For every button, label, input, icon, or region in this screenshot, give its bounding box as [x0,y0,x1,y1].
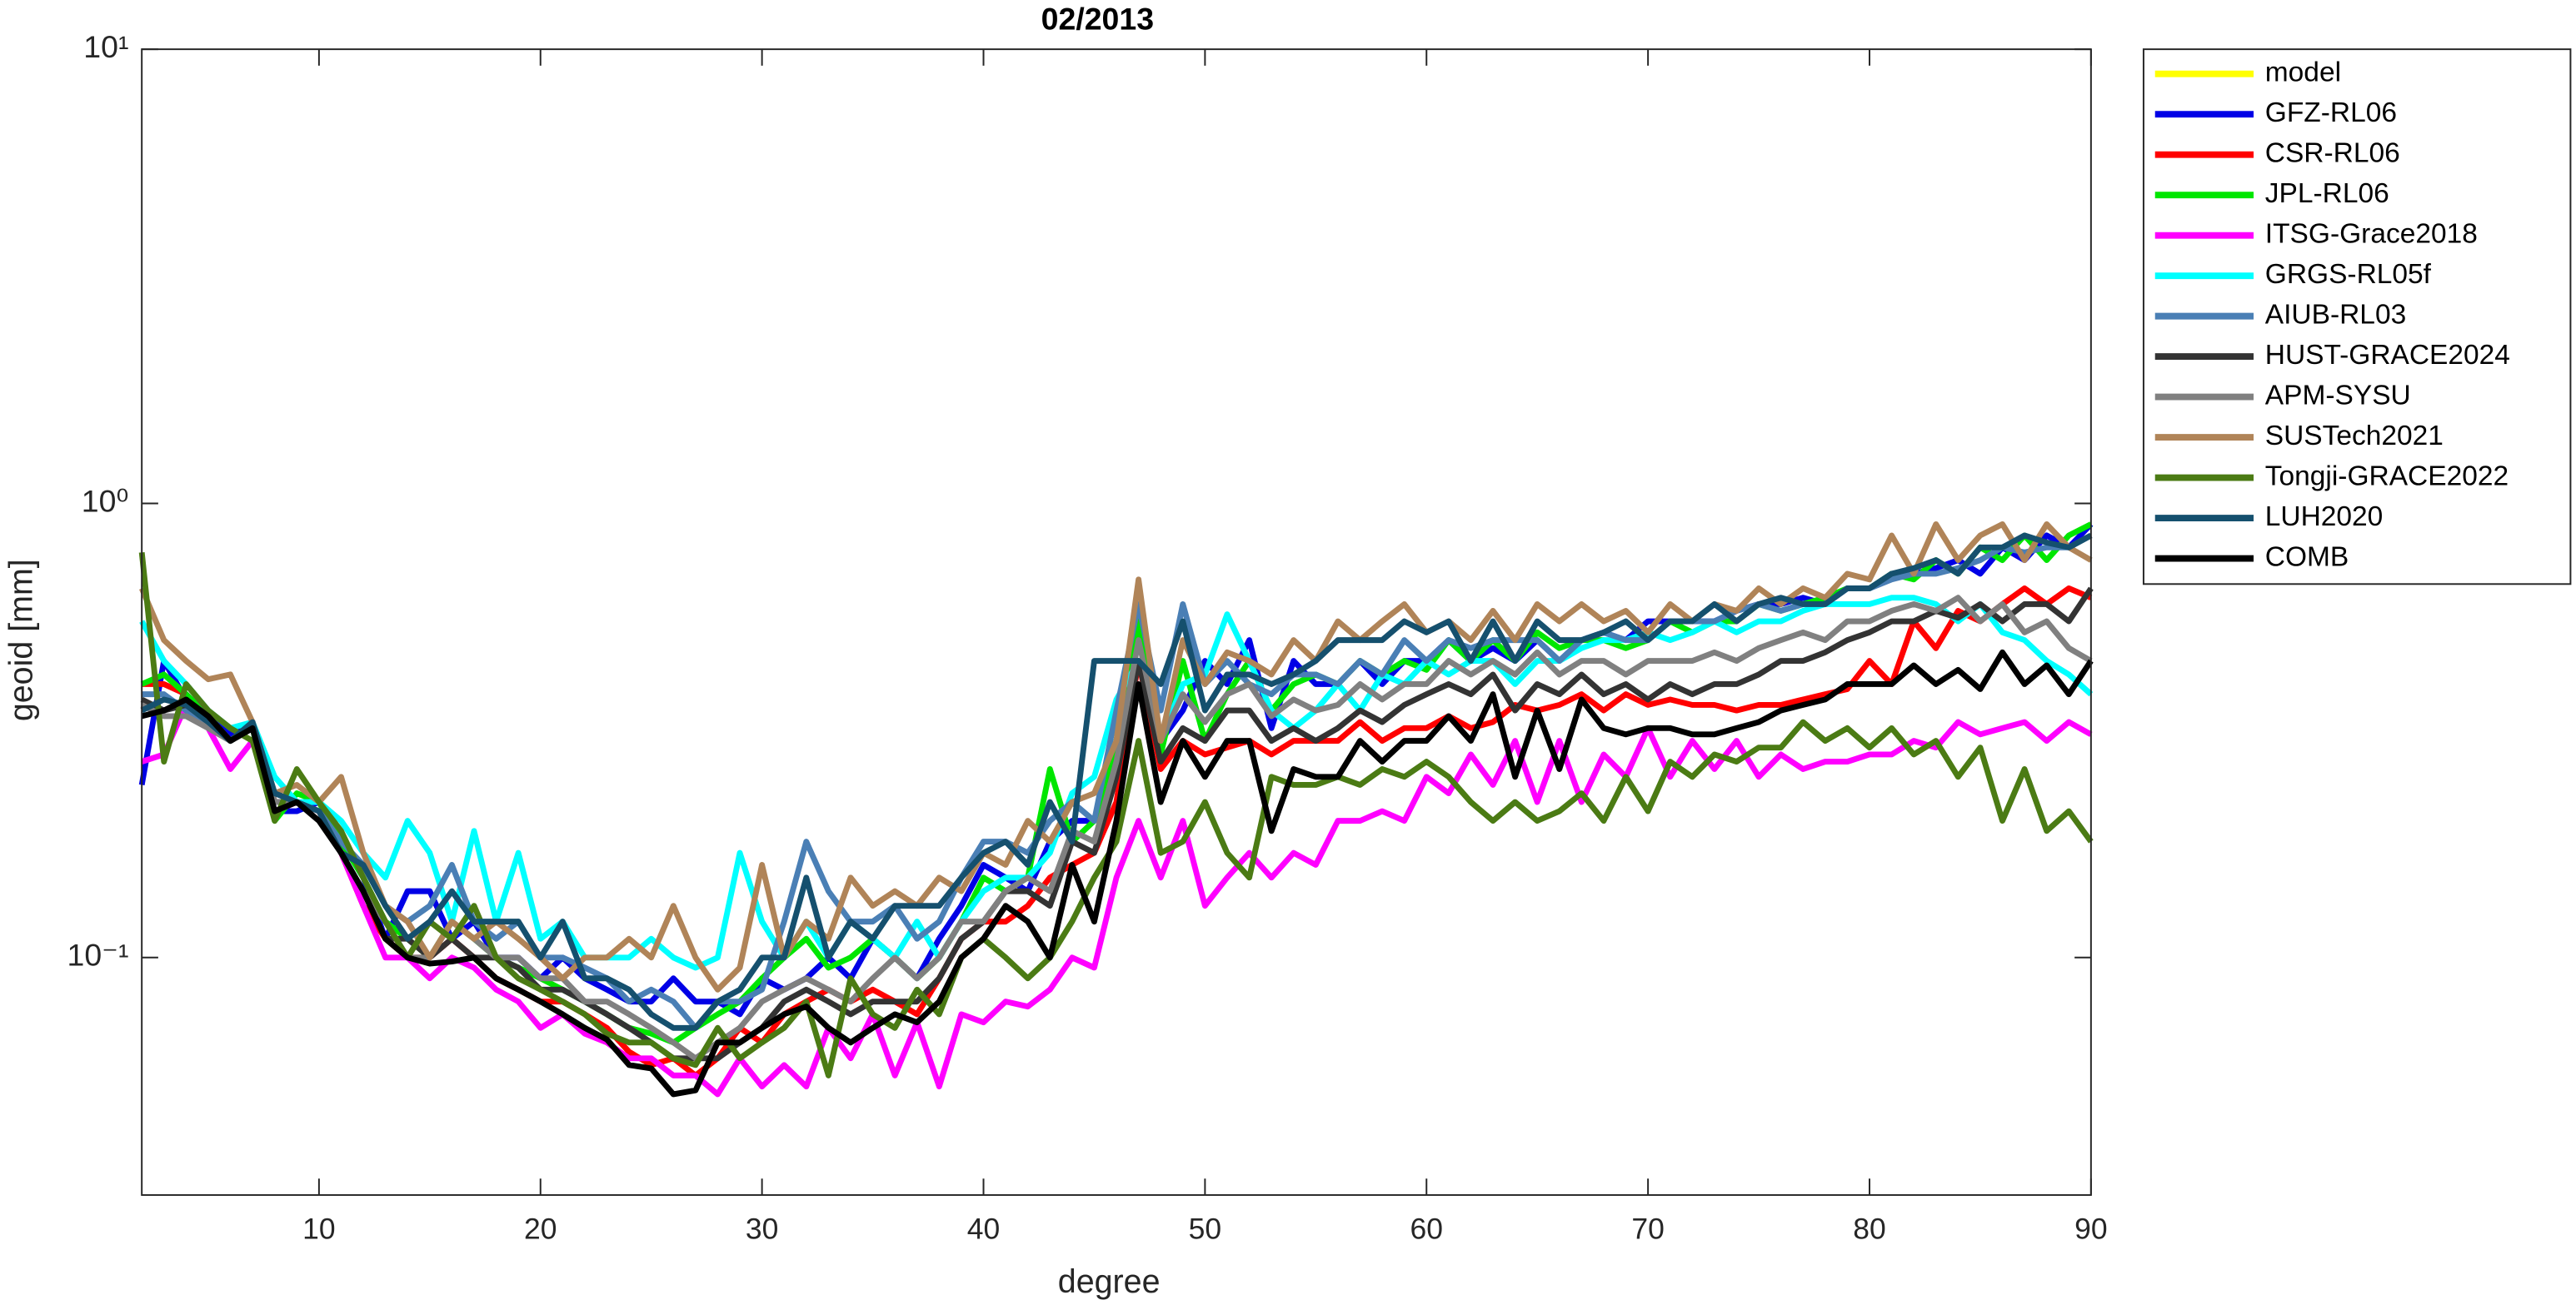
y-tick-label: 10⁻¹ [67,938,129,973]
legend-label: GFZ-RL06 [2265,97,2397,128]
x-tick-label: 20 [524,1213,557,1246]
x-tick-label: 60 [1410,1213,1443,1246]
y-tick-label: 10⁰ [82,483,129,518]
x-tick-label: 90 [2074,1213,2107,1246]
x-tick-label: 10 [302,1213,335,1246]
legend-label: AIUB-RL03 [2265,299,2406,330]
legend-label: SUSTech2021 [2265,421,2444,451]
legend-label: GRGS-RL05f [2265,259,2432,290]
legend-label: HUST-GRACE2024 [2265,340,2510,371]
series-line [140,586,2094,1062]
y-tick-label: 10¹ [83,29,128,64]
series-line [141,701,2093,1098]
x-tick-label: 40 [967,1213,1000,1246]
legend-label: CSR-RL06 [2265,138,2400,169]
y-axis-label: geoid [mm] [3,559,40,721]
x-tick-label: 70 [1631,1213,1664,1246]
series-line [140,532,2093,1031]
legend-label: COMB [2265,541,2349,572]
x-tick-label: 50 [1189,1213,1221,1246]
series-line [141,649,2094,1098]
x-tick-label: 30 [746,1213,778,1246]
legend-label: APM-SYSU [2265,380,2411,411]
legend-label: LUH2020 [2265,501,2384,532]
legend-label: ITSG-Grace2018 [2265,218,2478,249]
series-line [139,521,2093,993]
legend-label: JPL-RL06 [2265,178,2389,209]
legend-label: Tongji-GRACE2022 [2265,461,2509,491]
plot-frame [141,48,2092,1196]
x-axis-label: degree [1058,1263,1161,1300]
series-line [142,532,2093,1031]
series-line [138,551,2094,1078]
legend-label: model [2265,57,2341,88]
x-tick-label: 80 [1853,1213,1885,1246]
chart-title: 02/2013 [1041,2,1154,37]
